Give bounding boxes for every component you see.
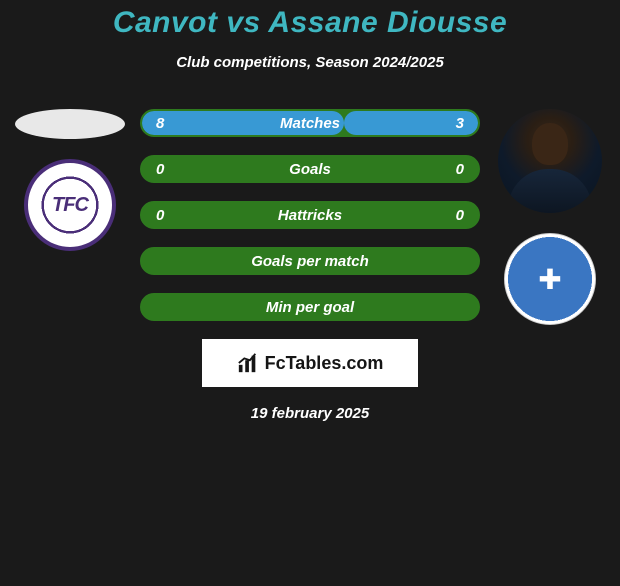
stat-value-right: 0 xyxy=(430,161,478,178)
page-title: Canvot vs Assane Diousse xyxy=(0,6,620,40)
chart-icon xyxy=(237,352,259,374)
stat-label: Matches xyxy=(190,115,430,132)
comparison-content: TFC ✚ 8Matches30Goals00Hattricks0Goals p… xyxy=(0,109,620,321)
date-stamp: 19 february 2025 xyxy=(0,405,620,422)
stat-value-right: 3 xyxy=(430,115,478,132)
left-club-badge-text: TFC xyxy=(52,194,88,217)
left-club-badge: TFC xyxy=(24,159,116,251)
right-club-badge-icon: ✚ xyxy=(538,263,561,296)
stat-label: Hattricks xyxy=(190,207,430,224)
watermark-text: FcTables.com xyxy=(265,353,384,374)
stat-value-left: 0 xyxy=(142,207,190,224)
stat-label: Min per goal xyxy=(190,299,430,316)
left-player-avatar xyxy=(15,109,125,139)
left-player-column: TFC xyxy=(10,109,130,251)
stat-label: Goals per match xyxy=(190,253,430,270)
watermark: FcTables.com xyxy=(202,339,418,387)
right-player-avatar xyxy=(498,109,602,213)
stat-row: Min per goal xyxy=(140,293,480,321)
right-club-badge: ✚ xyxy=(504,233,596,325)
right-player-column: ✚ xyxy=(490,109,610,325)
stat-label: Goals xyxy=(190,161,430,178)
stat-bars: 8Matches30Goals00Hattricks0Goals per mat… xyxy=(140,109,480,321)
stat-row: Goals per match xyxy=(140,247,480,275)
stat-value-right: 0 xyxy=(430,207,478,224)
stat-value-left: 8 xyxy=(142,115,190,132)
stat-value-left: 0 xyxy=(142,161,190,178)
stat-row: 8Matches3 xyxy=(140,109,480,137)
subtitle: Club competitions, Season 2024/2025 xyxy=(0,54,620,71)
stat-row: 0Hattricks0 xyxy=(140,201,480,229)
stat-row: 0Goals0 xyxy=(140,155,480,183)
